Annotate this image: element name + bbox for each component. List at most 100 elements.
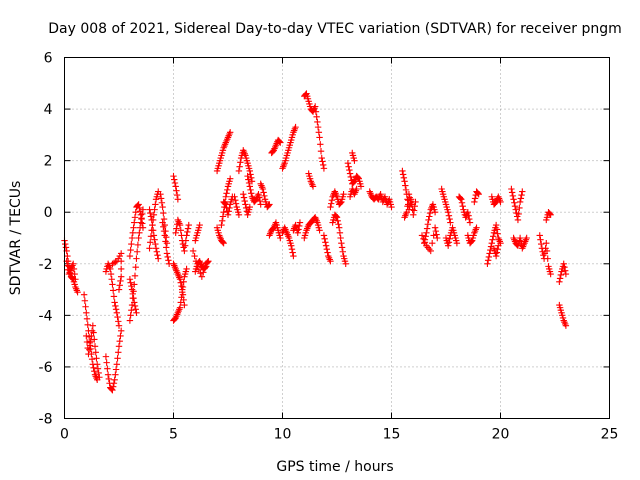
data-point <box>333 214 341 221</box>
data-point <box>105 375 113 383</box>
data-point <box>560 260 567 267</box>
data-point <box>546 210 554 218</box>
data-point <box>110 380 118 387</box>
data-point <box>445 239 453 246</box>
data-point <box>160 227 168 235</box>
data-point <box>495 242 502 249</box>
data-point <box>117 327 125 335</box>
data-point <box>340 190 347 198</box>
data-point <box>316 134 323 141</box>
x-tick-labels: 0 5 10 15 20 25 <box>60 427 618 443</box>
data-point <box>86 346 93 353</box>
data-point <box>510 196 517 203</box>
data-point <box>321 235 328 243</box>
y-tick-label: 0 <box>44 205 53 221</box>
data-point <box>309 183 317 190</box>
data-point <box>471 198 478 206</box>
data-point <box>89 322 97 329</box>
data-point <box>346 166 353 174</box>
x-axis-label: GPS time / hours <box>276 459 393 475</box>
data-point <box>202 264 209 271</box>
data-point <box>327 258 334 265</box>
data-point <box>131 302 139 310</box>
data-point <box>339 248 347 255</box>
data-point <box>219 213 227 220</box>
data-point <box>157 195 165 202</box>
data-point <box>148 216 155 224</box>
data-point <box>347 173 355 181</box>
data-point <box>132 209 139 216</box>
x-tick-label: 20 <box>492 427 510 443</box>
y-tick-label: 6 <box>44 51 53 67</box>
data-point <box>224 186 231 194</box>
data-point <box>128 307 135 314</box>
data-point <box>135 234 142 242</box>
data-point <box>94 365 102 372</box>
data-point <box>518 191 525 199</box>
data-point <box>103 359 110 366</box>
data-point <box>116 337 123 345</box>
data-point <box>126 276 134 283</box>
data-point <box>424 221 432 228</box>
data-point <box>423 225 431 232</box>
y-tick-label: 2 <box>44 154 53 170</box>
data-point <box>152 240 159 248</box>
data-point <box>191 252 198 260</box>
data-point <box>155 255 162 262</box>
data-point <box>426 209 434 217</box>
data-point <box>131 272 139 280</box>
data-point <box>173 187 180 194</box>
data-point <box>178 282 185 290</box>
data-point <box>333 213 340 220</box>
data-point <box>91 368 98 375</box>
data-point <box>204 258 211 266</box>
data-point <box>277 139 284 146</box>
data-point <box>112 371 119 378</box>
data-point <box>93 355 100 362</box>
data-point <box>242 201 249 208</box>
y-tick-label: -4 <box>39 308 53 324</box>
data-point <box>115 349 122 356</box>
data-point <box>128 234 136 242</box>
data-point <box>434 234 441 242</box>
data-point <box>409 206 416 213</box>
data-point <box>177 299 184 306</box>
data-point <box>131 214 139 221</box>
data-point <box>147 239 154 246</box>
data-point <box>138 215 145 223</box>
data-point <box>245 176 252 183</box>
data-point <box>178 294 185 301</box>
data-point <box>129 229 137 237</box>
data-point <box>276 138 283 145</box>
data-point <box>277 234 284 242</box>
data-point <box>544 255 551 262</box>
data-point <box>246 183 253 190</box>
data-point <box>107 265 114 273</box>
data-point <box>433 231 440 238</box>
data-point <box>561 264 568 271</box>
data-point <box>444 242 452 249</box>
data-point <box>128 240 135 248</box>
data-point <box>87 345 94 353</box>
data-point <box>543 247 551 255</box>
data-point <box>447 219 454 226</box>
data-point <box>561 267 569 274</box>
data-point <box>82 303 89 310</box>
data-point <box>523 234 530 242</box>
data-point <box>247 186 254 194</box>
data-point <box>152 201 159 208</box>
data-point <box>185 221 192 229</box>
data-point <box>488 239 495 247</box>
data-point <box>474 190 482 197</box>
data-point <box>150 232 158 239</box>
data-point <box>84 321 91 329</box>
data-point <box>335 221 342 228</box>
data-point <box>164 253 171 261</box>
y-axis-label: SDTVAR / TECUs <box>8 181 24 296</box>
data-point <box>176 304 184 311</box>
data-point <box>388 203 395 211</box>
data-point <box>420 235 427 243</box>
data-point <box>316 227 323 234</box>
data-point <box>428 239 436 247</box>
data-point <box>231 193 238 200</box>
